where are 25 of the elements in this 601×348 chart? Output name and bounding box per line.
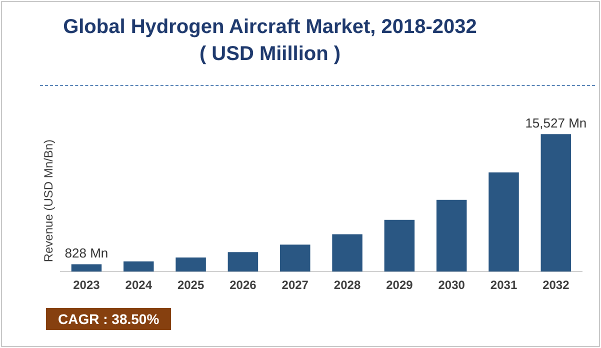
x-tick-label: 2023: [73, 278, 100, 292]
x-tick-label: 2029: [386, 278, 414, 292]
bar: [228, 252, 258, 272]
bar: [436, 200, 467, 272]
x-tick-label: 2031: [490, 278, 518, 292]
data-label: 15,527 Mn: [525, 115, 587, 130]
bar: [71, 264, 102, 272]
bar: [124, 261, 154, 272]
bar: [488, 172, 519, 272]
y-axis-title: Revenue (USD Mn/Bn): [42, 139, 56, 262]
x-tick-label: 2024: [125, 278, 152, 292]
x-tick-label: 2026: [230, 278, 257, 292]
chart-title: Global Hydrogen Aircraft Market, 2018-2032 ( USD Miillion ): [62, 15, 478, 67]
bar: [332, 234, 362, 272]
x-tick-label: 2032: [542, 278, 570, 292]
bar: [384, 220, 415, 272]
data-label: 828 Mn: [64, 245, 108, 260]
x-tick-label: 2028: [334, 278, 361, 292]
x-tick-label: 2025: [177, 278, 204, 292]
x-tick-label: 2030: [438, 278, 466, 292]
text: CAGR : 38.50%: [46, 308, 172, 330]
bar: [280, 244, 310, 272]
x-tick-label: 2027: [282, 278, 309, 292]
bar: [540, 134, 572, 272]
bar: [176, 258, 206, 272]
